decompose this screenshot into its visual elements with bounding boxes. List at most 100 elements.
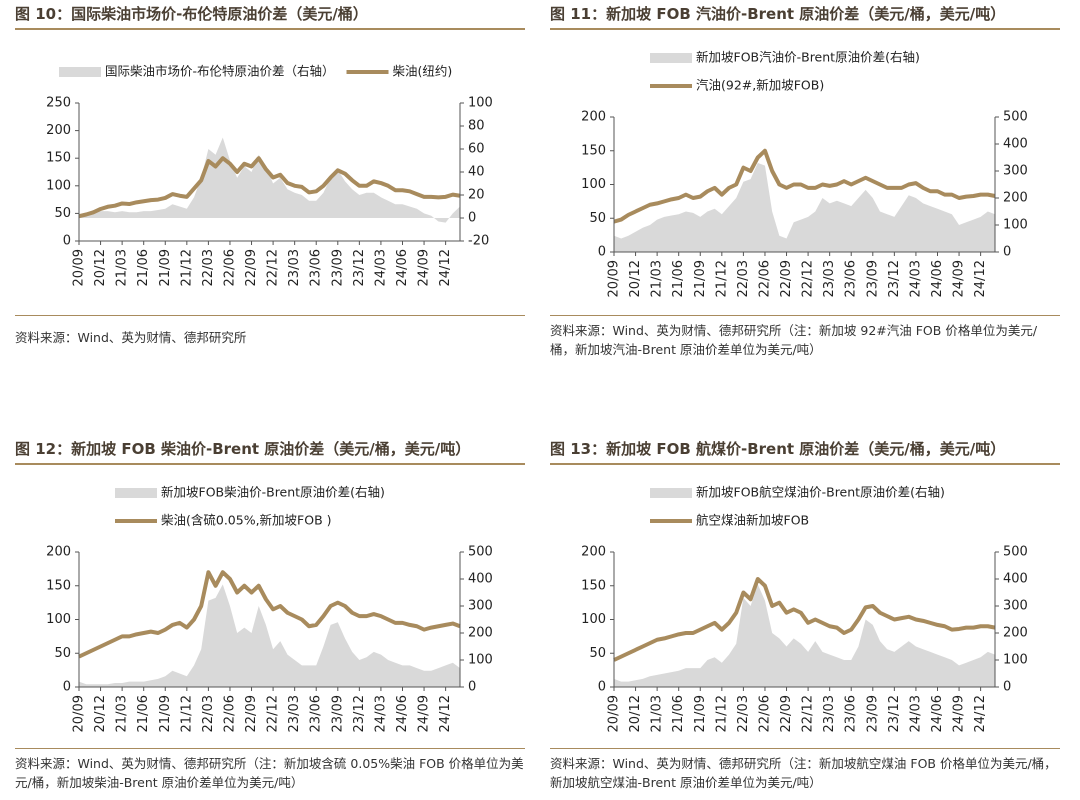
x-tick-label: 20/09 bbox=[72, 695, 87, 732]
x-tick-label: 24/09 bbox=[952, 695, 967, 732]
x-tick-label: 24/09 bbox=[417, 695, 432, 732]
x-tick-label: 21/09 bbox=[693, 260, 708, 297]
y-tick-label: 150 bbox=[46, 151, 71, 166]
y2-tick-label: 60 bbox=[468, 142, 485, 157]
x-tick-label: 23/09 bbox=[330, 249, 345, 286]
y-tick-label: 100 bbox=[581, 177, 606, 192]
x-tick-label: 22/09 bbox=[779, 695, 794, 732]
chart-title: 图 13：新加坡 FOB 航煤价-Brent 原油价差（美元/桶，美元/吨） bbox=[550, 435, 1060, 465]
x-tick-label: 24/12 bbox=[438, 695, 453, 732]
x-tick-label: 21/06 bbox=[136, 249, 151, 286]
y-tick-label: 100 bbox=[581, 612, 606, 627]
line bbox=[613, 577, 996, 662]
line bbox=[78, 570, 461, 659]
y-tick-label: 0 bbox=[63, 234, 71, 249]
x-tick-label: 23/09 bbox=[865, 260, 880, 297]
legend-label: 新加坡FOB柴油价-Brent原油价差(右轴) bbox=[161, 485, 385, 500]
x-tick-label: 22/06 bbox=[222, 249, 237, 286]
x-tick-label: 23/03 bbox=[822, 260, 837, 297]
x-tick-label: 24/03 bbox=[373, 695, 388, 732]
area bbox=[79, 584, 460, 687]
x-tick-label: 24/12 bbox=[438, 249, 453, 286]
chart: 新加坡FOB汽油价-Brent原油价差(右轴) 汽油(92#,新加坡FOB) 0 50… bbox=[581, 50, 1028, 298]
chart-title: 图 10：国际柴油市场价-布伦特原油价差（美元/桶） bbox=[15, 0, 525, 30]
y2-tick-label: 40 bbox=[468, 165, 485, 180]
x-tick-label: 23/09 bbox=[330, 695, 345, 732]
legend-swatch bbox=[650, 488, 692, 498]
x-tick-label: 21/06 bbox=[671, 260, 686, 297]
x-tick-label: 23/12 bbox=[887, 260, 902, 297]
x-tick-label: 22/12 bbox=[266, 695, 281, 732]
x-tick-label: 20/12 bbox=[628, 260, 643, 297]
y2-tick-label: 0 bbox=[1003, 245, 1011, 260]
source-note: 资料来源：Wind、英为财情、德邦研究所（注：新加坡航空煤油 FOB 价格单位为… bbox=[550, 748, 1060, 792]
y2-tick-label: 500 bbox=[1003, 545, 1028, 560]
x-tick-label: 24/06 bbox=[930, 260, 945, 297]
x-tick-label: 24/12 bbox=[973, 695, 988, 732]
x-tick-label: 21/03 bbox=[115, 249, 130, 286]
y2-tick-label: 100 bbox=[468, 96, 493, 111]
x-tick-label: 20/09 bbox=[607, 695, 622, 732]
y2-tick-label: 100 bbox=[1003, 218, 1028, 233]
x-tick-label: 23/09 bbox=[865, 695, 880, 732]
legend-label: 新加坡FOB航空煤油价-Brent原油价差(右轴) bbox=[696, 485, 945, 500]
y-tick-label: 200 bbox=[581, 110, 606, 125]
x-tick-label: 22/12 bbox=[266, 249, 281, 286]
y-tick-label: 0 bbox=[598, 245, 606, 260]
legend-swatch bbox=[650, 53, 692, 63]
x-tick-label: 22/03 bbox=[736, 695, 751, 732]
y2-tick-label: 0 bbox=[468, 680, 476, 695]
x-tick-label: 24/06 bbox=[395, 249, 410, 286]
x-tick-label: 23/06 bbox=[309, 249, 324, 286]
y2-tick-label: 100 bbox=[1003, 653, 1028, 668]
area bbox=[614, 584, 995, 687]
x-tick-label: 21/12 bbox=[179, 249, 194, 286]
legend-label: 柴油(纽约) bbox=[393, 64, 453, 79]
y-tick-label: 150 bbox=[581, 578, 606, 593]
y-tick-label: 50 bbox=[589, 646, 606, 661]
y-tick-label: 100 bbox=[46, 612, 71, 627]
y2-tick-label: 400 bbox=[1003, 137, 1028, 152]
legend-label: 航空煤油新加坡FOB bbox=[696, 513, 809, 528]
chart-title: 图 12：新加坡 FOB 柴油价-Brent 原油价差（美元/桶，美元/吨） bbox=[15, 435, 525, 465]
y2-tick-label: 20 bbox=[468, 188, 485, 203]
x-tick-label: 24/03 bbox=[373, 249, 388, 286]
x-tick-label: 24/09 bbox=[417, 249, 432, 286]
chart-panel: 图 12：新加坡 FOB 柴油价-Brent 原油价差（美元/桶，美元/吨） 新… bbox=[15, 435, 525, 792]
x-tick-label: 24/09 bbox=[952, 260, 967, 297]
y2-tick-label: 500 bbox=[468, 545, 493, 560]
x-tick-label: 24/12 bbox=[973, 260, 988, 297]
y2-tick-label: 500 bbox=[1003, 110, 1028, 125]
x-tick-label: 22/03 bbox=[736, 260, 751, 297]
line bbox=[613, 148, 996, 224]
x-tick-label: 23/03 bbox=[287, 695, 302, 732]
chart-panel: 图 10：国际柴油市场价-布伦特原油价差（美元/桶） 国际柴油市场价-布伦特原油… bbox=[15, 0, 525, 347]
chart: 新加坡FOB柴油价-Brent原油价差(右轴) 柴油(含硫0.05%,新加坡FOB… bbox=[46, 485, 493, 733]
legend-label: 新加坡FOB汽油价-Brent原油价差(右轴) bbox=[696, 50, 920, 65]
y-tick-label: 0 bbox=[63, 680, 71, 695]
y-tick-label: 200 bbox=[46, 545, 71, 560]
y-tick-label: 0 bbox=[598, 680, 606, 695]
x-tick-label: 21/06 bbox=[136, 695, 151, 732]
x-tick-label: 20/12 bbox=[628, 695, 643, 732]
y2-tick-label: 400 bbox=[1003, 572, 1028, 587]
x-tick-label: 24/03 bbox=[908, 695, 923, 732]
x-tick-label: 20/09 bbox=[72, 249, 87, 286]
x-tick-label: 21/09 bbox=[158, 249, 173, 286]
x-tick-label: 23/06 bbox=[844, 695, 859, 732]
x-tick-label: 21/09 bbox=[158, 695, 173, 732]
x-tick-label: 21/03 bbox=[650, 695, 665, 732]
x-tick-label: 22/09 bbox=[244, 695, 259, 732]
y-tick-label: 50 bbox=[589, 211, 606, 226]
x-tick-label: 22/06 bbox=[757, 695, 772, 732]
y2-tick-label: 0 bbox=[468, 211, 476, 226]
x-tick-label: 23/06 bbox=[844, 260, 859, 297]
x-tick-label: 23/12 bbox=[887, 695, 902, 732]
chart-title: 图 11：新加坡 FOB 汽油价-Brent 原油价差（美元/桶，美元/吨） bbox=[550, 0, 1060, 30]
legend-swatch bbox=[59, 67, 101, 77]
y-tick-label: 250 bbox=[46, 96, 71, 111]
legend-label: 柴油(含硫0.05%,新加坡FOB ) bbox=[161, 513, 332, 528]
y2-tick-label: 300 bbox=[468, 599, 493, 614]
x-tick-label: 20/09 bbox=[607, 260, 622, 297]
